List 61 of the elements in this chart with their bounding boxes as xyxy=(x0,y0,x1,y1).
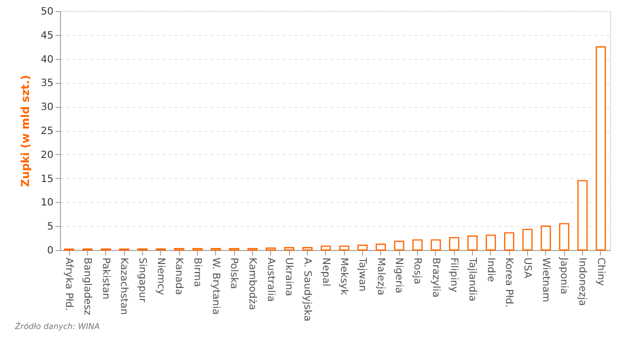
x-tick-label: Wietnam xyxy=(540,258,551,302)
bar xyxy=(596,46,606,251)
bar xyxy=(339,246,350,251)
x-tick-label: Filipiny xyxy=(448,258,460,292)
x-tick-label: Tajlandia xyxy=(466,256,478,302)
x-tick-label: Birma xyxy=(192,258,202,287)
x-tick-label: Nepal xyxy=(320,258,331,286)
bar xyxy=(302,247,313,251)
x-tick-label: Malezja xyxy=(374,258,386,296)
bar xyxy=(430,239,441,251)
x-tick-label: Pakistan xyxy=(100,258,111,300)
bar xyxy=(357,244,368,251)
x-tick-label: Polska xyxy=(228,258,240,290)
x-tick-label: Rosja xyxy=(412,258,422,284)
bar xyxy=(540,226,551,251)
y-axis-title: Zupki (w mld szt.) xyxy=(18,75,32,187)
y-tick-label: 40 xyxy=(40,54,54,66)
bar xyxy=(412,239,423,251)
y-tick-label: 25 xyxy=(40,126,54,137)
text: Źródło danych: WINA xyxy=(14,321,100,331)
y-tick-label: 10 xyxy=(40,198,54,209)
x-tick-label: Bangladesz xyxy=(82,258,92,316)
x-tick-label: Indie xyxy=(484,258,496,282)
x-tick-label: Korea Płd. xyxy=(503,258,514,308)
bar xyxy=(467,236,478,251)
x-tick-label: Japonia xyxy=(558,256,570,294)
x-tick-label: Kambodża xyxy=(246,258,258,310)
x-tick-label: A. Saudyjska xyxy=(302,258,312,322)
x-tick-label: W. Brytania xyxy=(210,258,221,315)
y-tick-label: 35 xyxy=(40,78,54,90)
x-tick-label: Kazachstan xyxy=(118,258,130,315)
bar xyxy=(376,244,386,251)
y-tick-label: 30 xyxy=(40,102,54,114)
y-tick-label: 0 xyxy=(47,246,54,256)
x-tick-label: Ukraina xyxy=(283,258,294,296)
bar xyxy=(449,236,460,251)
bar xyxy=(577,180,588,251)
x-tick-label: Kanada xyxy=(173,258,184,295)
x-tick-label: Brazylia xyxy=(430,258,441,298)
bar xyxy=(522,228,533,251)
y-tick-label: 5 xyxy=(47,222,54,233)
bar xyxy=(394,240,404,251)
x-tick-label: Chiny xyxy=(594,258,606,286)
x-tick-label: Tajwan xyxy=(356,256,368,292)
x-tick-label: Afryka Płd. xyxy=(63,258,74,311)
x-tick-label: Meksyk xyxy=(338,258,350,296)
x-tick-label: USA xyxy=(522,258,532,278)
x-tick-label: Niemcy xyxy=(154,258,166,296)
x-tick-label: Indonezja xyxy=(576,258,588,306)
bar xyxy=(284,247,294,251)
x-tick-label: Nigeria xyxy=(393,258,404,294)
bar xyxy=(486,234,496,251)
y-tick-label: 50 xyxy=(40,6,54,18)
x-tick-label: Singapur xyxy=(136,258,148,304)
x-tick-label: Australia xyxy=(264,258,276,302)
y-tick-label: 15 xyxy=(40,174,54,185)
y-tick-label: 45 xyxy=(40,30,54,42)
bar xyxy=(504,232,514,251)
bar xyxy=(559,223,570,251)
bar xyxy=(320,246,331,251)
y-tick-label: 20 xyxy=(40,150,54,161)
